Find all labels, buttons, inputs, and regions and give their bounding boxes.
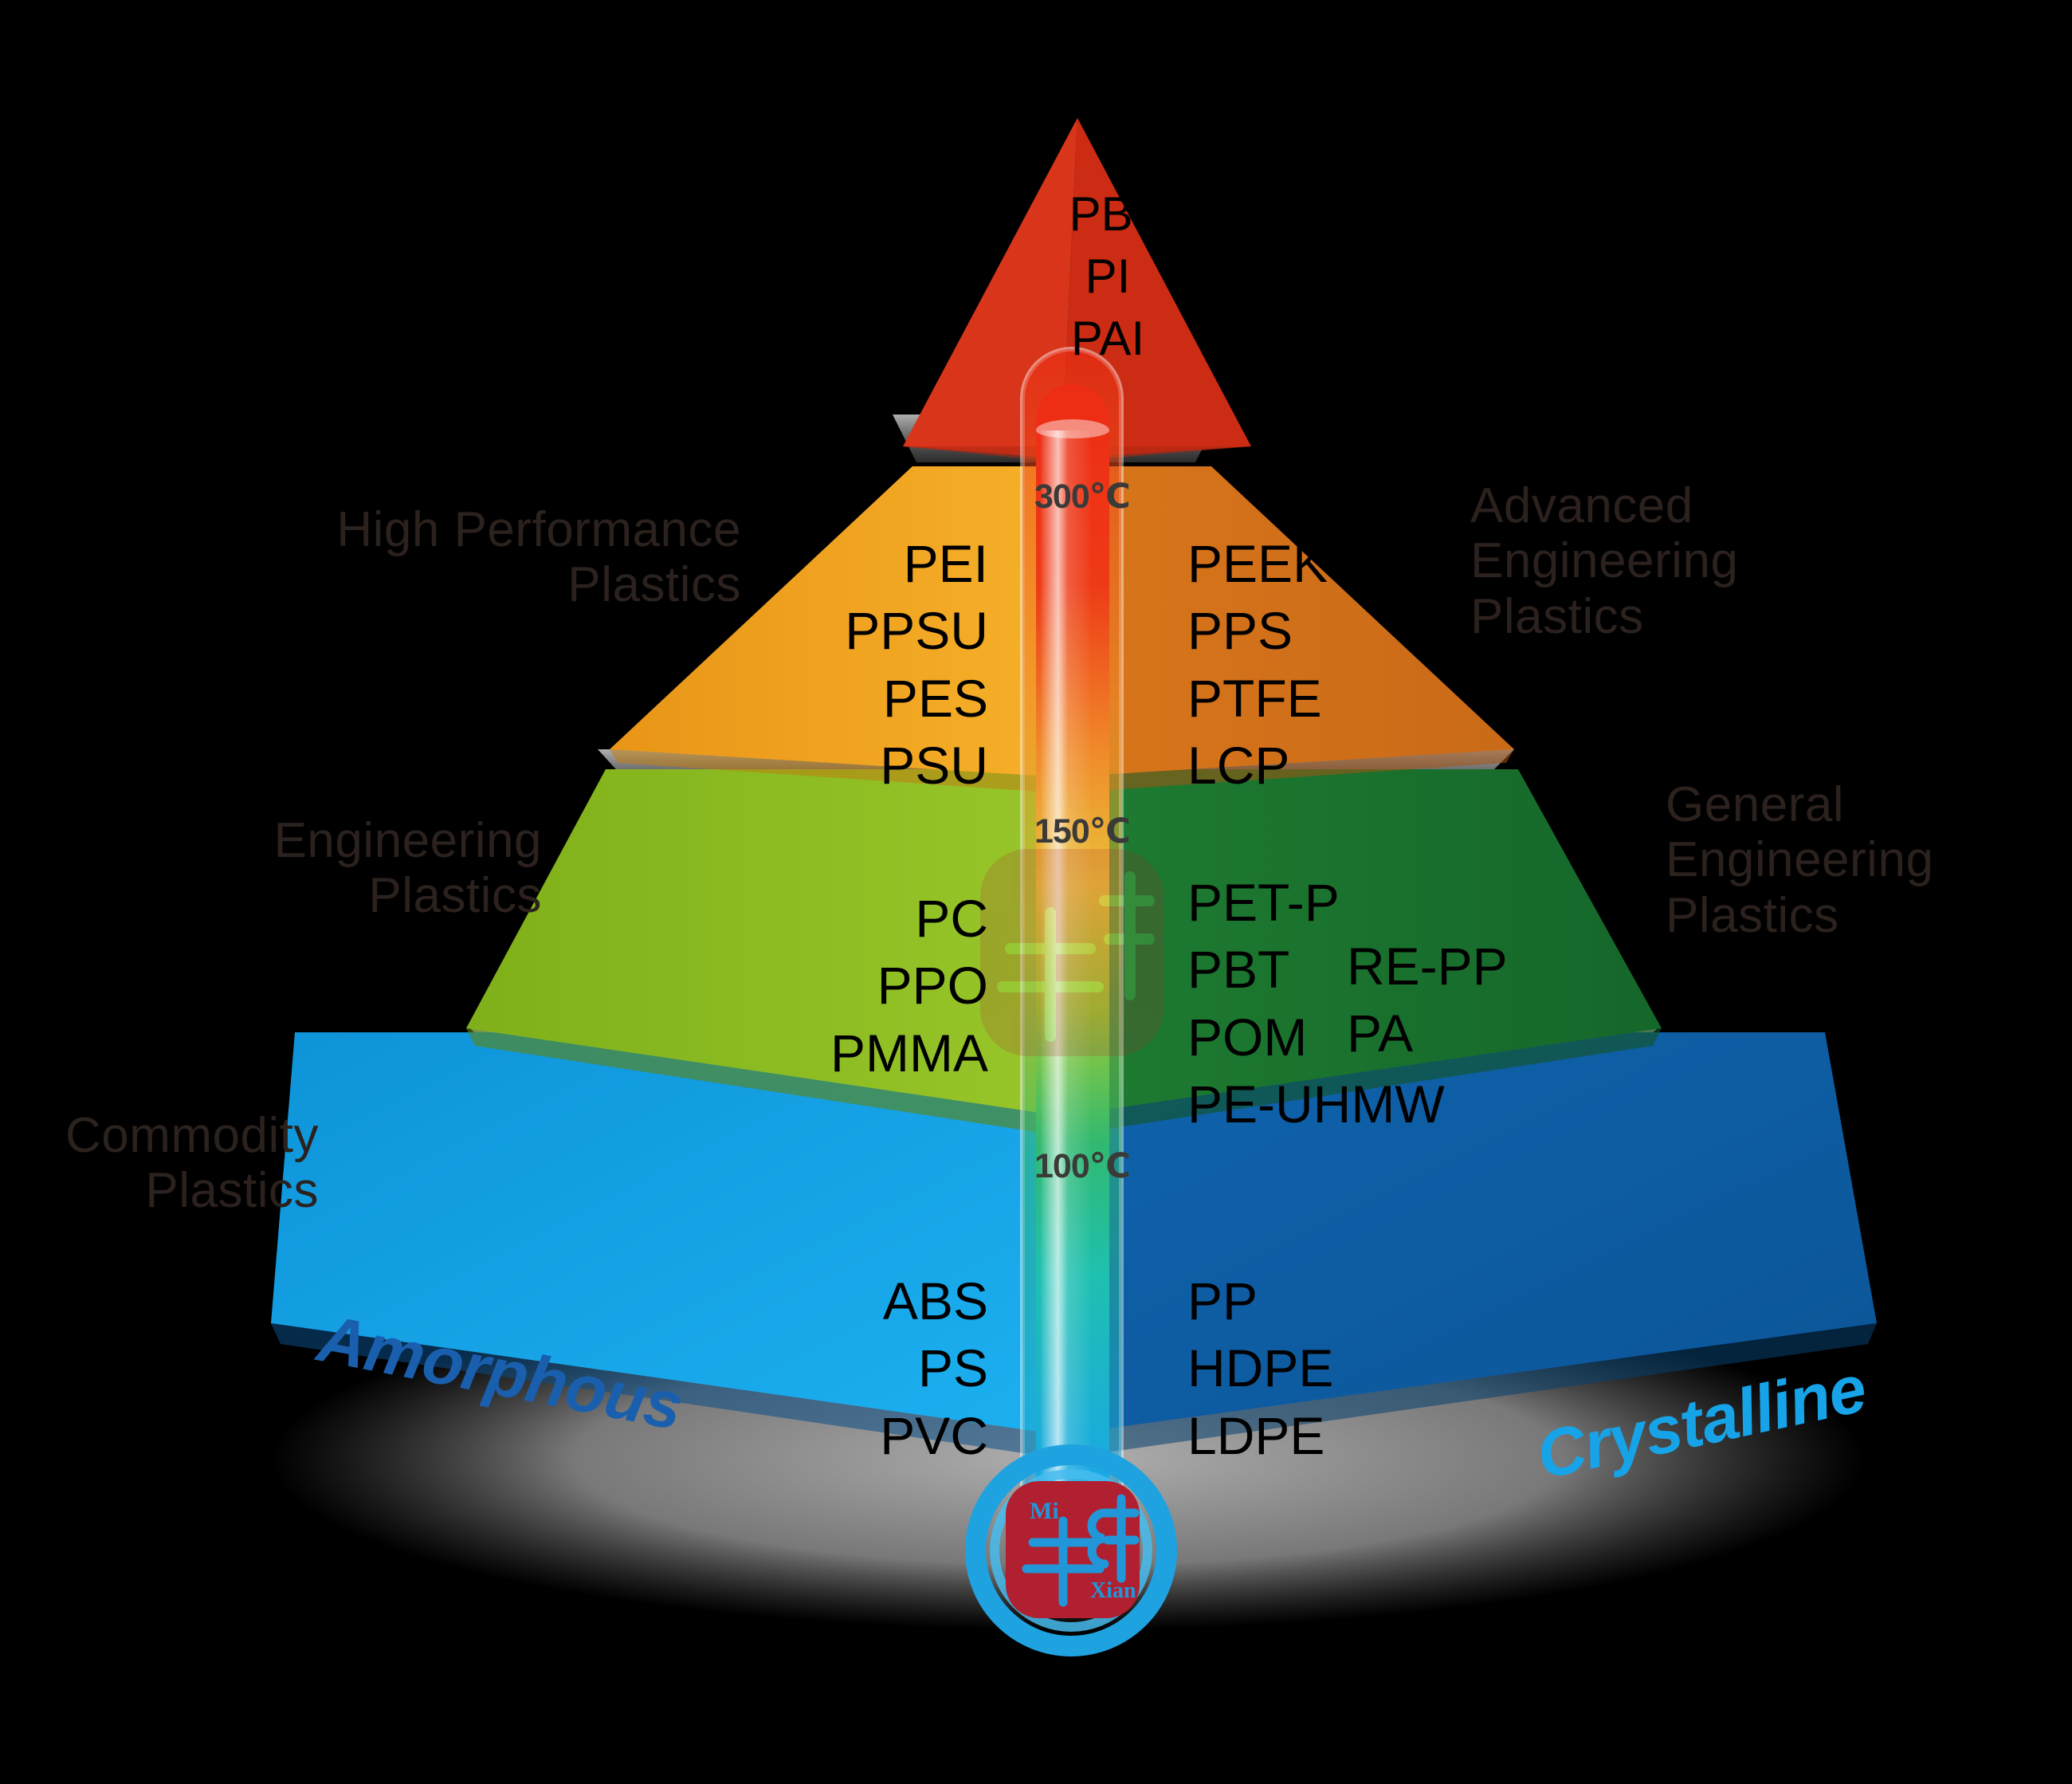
- engineering-amorphous-list: PC PPO PMMA: [830, 889, 988, 1083]
- center-watermark: [980, 849, 1164, 1056]
- logo-strokes: [1022, 1494, 1140, 1607]
- engineering-crystalline-list-secondary: RE-PP PA: [1347, 937, 1508, 1063]
- logo-latin-bottom: Xian: [1090, 1578, 1136, 1603]
- temp-mark-150: 150℃: [1034, 812, 1131, 851]
- temp-mark-300: 300℃: [1034, 477, 1131, 516]
- temperature-thermometer: Mi Xian: [965, 347, 1177, 1656]
- temp-mark-100: 100℃: [1034, 1147, 1131, 1185]
- side-label-commodity: Commodity Plastics: [65, 1108, 319, 1219]
- side-label-general-engineering: General Engineering Plastics: [1666, 777, 1934, 943]
- engineering-crystalline-list: PET-P PBT POM PE-UHMW: [1187, 873, 1445, 1134]
- tier-high-performance-shape: [610, 466, 1514, 793]
- high-performance-crystalline-list: PEEK PPS PTFE LCP: [1187, 534, 1328, 796]
- side-label-engineering: Engineering Plastics: [273, 813, 542, 924]
- tier-commodity-shape: [271, 1032, 1877, 1459]
- commodity-amorphous-list: ABS PS PVC: [880, 1271, 988, 1465]
- high-performance-amorphous-list: PEI PPSU PES PSU: [845, 534, 988, 796]
- apex-polymer-list: PBI PI PAI: [1069, 187, 1147, 365]
- logo-latin-top: Mi: [1030, 1498, 1059, 1524]
- side-label-advanced-engineering: Advanced Engineering Plastics: [1470, 478, 1739, 644]
- tier-engineering-shape: [466, 769, 1662, 1136]
- thermometer-bulb-ring: [965, 1444, 1177, 1656]
- side-label-high-performance: High Performance Plastics: [336, 502, 741, 613]
- commodity-crystalline-list: PP HDPE LDPE: [1187, 1271, 1334, 1465]
